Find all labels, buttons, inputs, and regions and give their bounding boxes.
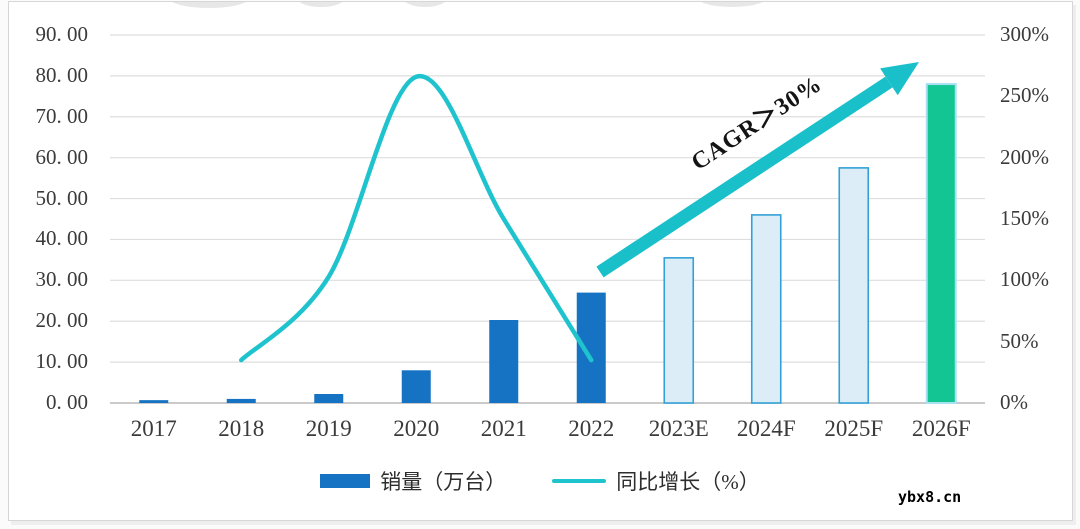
y-axis-right-tick: 50% xyxy=(1000,328,1039,353)
cagr-arrow-head-icon xyxy=(880,62,919,96)
legend: 销量（万台） 同比增长（%） xyxy=(0,466,1080,496)
y-axis-left-tick: 90. 00 xyxy=(35,22,89,47)
bar-2026F xyxy=(925,83,957,404)
legend-bar-swatch-icon xyxy=(320,474,371,488)
bar-2018 xyxy=(226,398,256,403)
y-axis-left-tick: 50. 00 xyxy=(35,185,89,210)
y-axis-right-tick: 200% xyxy=(1000,144,1049,169)
cagr-arrow-shaft xyxy=(596,76,893,278)
bar-2025F xyxy=(838,167,870,404)
y-axis-right-tick: 0% xyxy=(1000,390,1028,415)
y-axis-left-tick: 10. 00 xyxy=(35,349,89,374)
x-axis-label-2026F: 2026F xyxy=(911,416,971,441)
bar-2021 xyxy=(489,319,519,403)
watermark-blob xyxy=(697,2,767,7)
y-axis-left-tick: 30. 00 xyxy=(35,267,89,292)
watermark-blob xyxy=(169,2,249,8)
watermark-blob xyxy=(403,2,447,7)
y-axis-left-tick: 0. 00 xyxy=(46,390,88,415)
legend-item: 销量（万台） xyxy=(320,466,506,496)
bar-2019 xyxy=(314,394,344,403)
legend-label: 同比增长（%） xyxy=(616,470,760,494)
site-watermark: ybx8.cn xyxy=(898,488,962,506)
y-axis-right-tick: 250% xyxy=(1000,83,1049,108)
x-axis-label-2022: 2022 xyxy=(568,416,615,441)
bar-2024F xyxy=(750,214,782,404)
y-axis-left-tick: 80. 00 xyxy=(35,62,89,87)
growth-line xyxy=(239,74,594,363)
x-axis-label-2020: 2020 xyxy=(393,416,440,441)
x-axis-label-2018: 2018 xyxy=(218,416,265,441)
legend-label: 销量（万台） xyxy=(380,470,507,494)
y-axis-left-tick: 60. 00 xyxy=(35,144,89,169)
x-axis-label-2024F: 2024F xyxy=(736,416,796,441)
x-axis-label-2025F: 2025F xyxy=(824,416,884,441)
legend-item: 同比增长（%） xyxy=(552,466,760,496)
y-axis-left-tick: 70. 00 xyxy=(35,103,89,128)
watermark-blob xyxy=(297,2,345,7)
y-axis-right-tick: 150% xyxy=(1000,206,1049,231)
x-axis-label-2017: 2017 xyxy=(130,416,177,441)
legend-line-swatch-icon xyxy=(552,479,607,483)
x-axis-label-2021: 2021 xyxy=(480,416,527,441)
x-axis-label-2019: 2019 xyxy=(305,416,352,441)
y-axis-right-tick: 300% xyxy=(1000,22,1049,47)
y-axis-right-tick: 100% xyxy=(1000,267,1049,292)
bar-2017 xyxy=(139,400,169,403)
y-axis-left-tick: 20. 00 xyxy=(35,308,89,333)
y-axis-left-tick: 40. 00 xyxy=(35,226,89,251)
bar-2023E xyxy=(663,257,695,404)
x-axis-label-2023E: 2023E xyxy=(648,416,709,441)
bar-2020 xyxy=(401,370,431,403)
